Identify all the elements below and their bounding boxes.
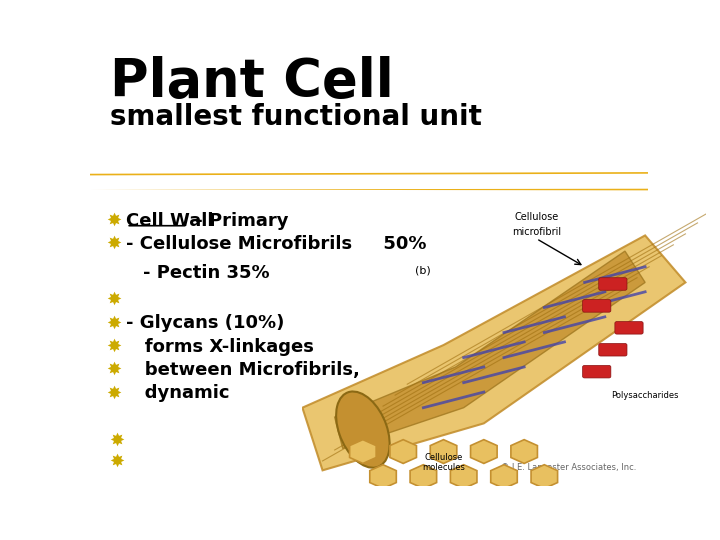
- FancyBboxPatch shape: [599, 278, 627, 291]
- Text: ✸: ✸: [109, 432, 125, 450]
- Text: ✸: ✸: [107, 314, 122, 333]
- Text: ✸: ✸: [109, 453, 125, 471]
- Text: between Microfibrils,: between Microfibrils,: [126, 361, 360, 379]
- Text: Cellulose: Cellulose: [514, 212, 559, 222]
- Text: ✸: ✸: [107, 234, 122, 253]
- FancyBboxPatch shape: [615, 321, 643, 334]
- Text: ✸: ✸: [107, 212, 122, 230]
- Text: (b): (b): [415, 265, 431, 275]
- Text: Cellulose
molecules: Cellulose molecules: [422, 453, 465, 472]
- Text: microfibril: microfibril: [512, 227, 561, 238]
- Text: © J.E. Lancaster Associates, Inc.: © J.E. Lancaster Associates, Inc.: [501, 463, 637, 472]
- Text: Cell Wall: Cell Wall: [126, 212, 214, 230]
- PathPatch shape: [90, 172, 648, 191]
- Text: ✸: ✸: [107, 361, 122, 379]
- Text: ✸: ✸: [107, 384, 122, 402]
- Ellipse shape: [336, 392, 390, 468]
- Text: smallest functional unit: smallest functional unit: [109, 103, 482, 131]
- Text: - Glycans (10%): - Glycans (10%): [126, 314, 284, 333]
- Polygon shape: [335, 251, 645, 448]
- FancyBboxPatch shape: [582, 366, 611, 378]
- Text: Plant Cell: Plant Cell: [109, 57, 393, 109]
- Text: dynamic: dynamic: [126, 384, 230, 402]
- FancyBboxPatch shape: [599, 343, 627, 356]
- Text: Polysaccharides: Polysaccharides: [611, 392, 679, 400]
- FancyBboxPatch shape: [87, 173, 651, 194]
- Text: ✸: ✸: [107, 291, 122, 309]
- Text: - Primary: - Primary: [189, 212, 289, 230]
- Text: ✸: ✸: [107, 338, 122, 356]
- Polygon shape: [302, 235, 685, 470]
- FancyBboxPatch shape: [582, 300, 611, 312]
- Text: forms X-linkages: forms X-linkages: [126, 338, 314, 356]
- Text: - Cellulose Microfibrils     50%: - Cellulose Microfibrils 50%: [126, 234, 427, 253]
- Text: - Pectin 35%: - Pectin 35%: [143, 264, 269, 282]
